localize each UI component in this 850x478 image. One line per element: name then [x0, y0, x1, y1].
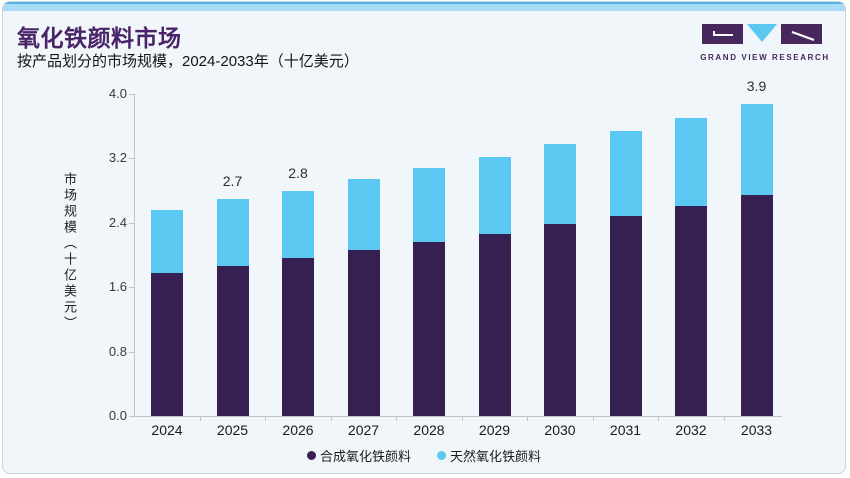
y-axis-tick-label: 4.0 [108, 86, 127, 101]
logo-r-glyph [791, 31, 815, 41]
x-axis-label: 2031 [609, 422, 642, 438]
bar-2027-synthetic [347, 250, 380, 416]
x-axis-tick [330, 417, 332, 421]
x-axis-tick [527, 417, 529, 421]
bar-total-label: 2.8 [288, 164, 308, 181]
x-axis-tick [658, 417, 660, 421]
bar-2031-natural [609, 131, 642, 217]
bar-2024-natural [151, 209, 183, 273]
x-axis-tick [265, 417, 267, 421]
y-axis-tick-label: 1.6 [108, 279, 127, 295]
legend-dot-synthetic [306, 451, 316, 460]
bar-2032-synthetic [675, 205, 707, 416]
x-axis-tick [461, 417, 463, 421]
legend-item-synthetic: 合成氧化铁颜料 [306, 446, 411, 465]
y-axis-tick [129, 416, 134, 417]
y-axis-tick-label: 2.4 [108, 214, 127, 230]
bar-2033-natural [740, 103, 773, 196]
y-axis-tick [129, 94, 134, 95]
gvr-logo-mark [702, 24, 822, 44]
chart-title: 氧化铁颜料市场 [17, 25, 182, 51]
x-axis-label: 2024 [151, 422, 183, 438]
chart-subtitle: 按产品划分的市场规模，2024-2033年（十亿美元） [17, 53, 359, 70]
bar-2030-synthetic [544, 224, 576, 416]
gvr-logo: GRAND VIEW RESEARCH [700, 23, 830, 62]
y-axis-tick [129, 287, 134, 289]
bar-2029-synthetic [478, 234, 511, 416]
x-axis-tick [199, 417, 201, 421]
bar-2026-natural [282, 190, 314, 259]
y-axis-tick [129, 158, 134, 160]
bar-2025-synthetic [216, 266, 249, 416]
x-axis-label: 2032 [675, 422, 707, 438]
x-axis-label: 2025 [216, 422, 249, 438]
bar-2030-natural [544, 143, 576, 225]
legend-item-natural: 天然氧化铁颜料 [437, 446, 541, 465]
x-axis-label: 2026 [282, 422, 314, 438]
x-axis-tick [396, 417, 398, 421]
bar-2032-natural [675, 118, 707, 206]
y-axis-tick [129, 351, 134, 353]
bar-2025-natural [216, 198, 249, 267]
legend-dot-natural [437, 451, 446, 460]
logo-g-glyph [713, 31, 733, 36]
x-axis-line [134, 416, 782, 417]
bar-total-label: 3.9 [746, 77, 767, 94]
top-accent-band [3, 2, 845, 11]
y-axis-tick-label: 3.2 [108, 150, 127, 166]
logo-text: GRAND VIEW RESEARCH [700, 53, 830, 62]
y-axis-tick-label: 0.0 [108, 408, 127, 423]
x-axis-label: 2027 [347, 422, 380, 438]
bar-2033-synthetic [740, 195, 773, 416]
legend-label-natural: 天然氧化铁颜料 [450, 449, 542, 464]
bar-2026-synthetic [282, 258, 314, 416]
bar-chart: 0.0 0.8 1.6 2.4 3.2 4.0 2024 2.7 2025 2.8 2026 2027… [3, 2, 845, 473]
y-axis-title: 市场规模（十亿美元） [62, 172, 77, 332]
bar-2029-natural [478, 156, 511, 235]
y-axis-tick [129, 222, 134, 224]
x-axis-label: 2033 [740, 422, 773, 438]
x-axis-tick [592, 417, 594, 421]
bar-2024-synthetic [151, 272, 183, 416]
y-axis-tick-label: 0.8 [108, 343, 127, 359]
x-axis-label: 2028 [413, 422, 445, 438]
y-axis-line [134, 94, 135, 416]
legend: 合成氧化铁颜料 天然氧化铁颜料 [3, 446, 845, 465]
logo-v-triangle [747, 24, 777, 42]
legend-label-synthetic: 合成氧化铁颜料 [319, 449, 411, 464]
x-axis-tick [723, 417, 725, 421]
bar-2031-synthetic [609, 216, 642, 416]
bar-2028-natural [413, 168, 445, 243]
x-axis-label: 2030 [544, 422, 576, 438]
bar-total-label: 2.7 [222, 172, 243, 189]
bar-2027-natural [347, 179, 380, 251]
bar-2028-synthetic [413, 242, 445, 416]
x-axis-label: 2029 [478, 422, 511, 438]
